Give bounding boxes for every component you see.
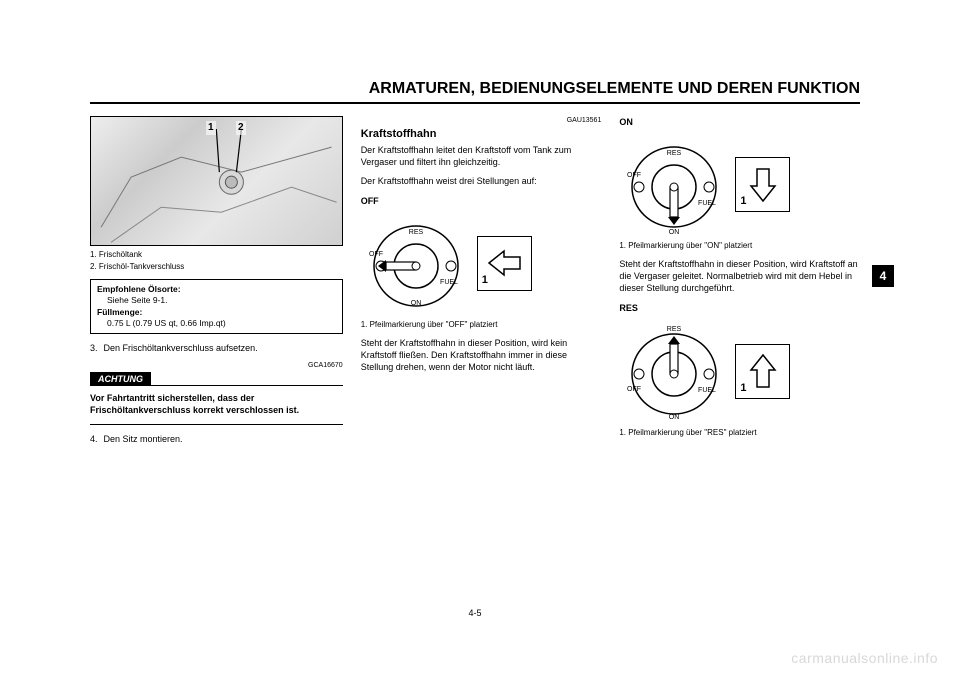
svg-text:FUEL: FUEL [698,387,716,394]
on-body-text: Steht der Kraftstoffhahn in dieser Posit… [619,258,860,294]
res-marker: 1 [740,381,746,396]
column-2: GAU13561 Kraftstoffhahn Der Kraftstoffha… [361,116,602,452]
spec-oil-label: Empfohlene Ölsorte: [97,284,336,295]
caption-2: 2. Frischöl-Tankverschluss [90,262,343,273]
section-rule [90,424,343,425]
arrow-down-icon [743,165,783,205]
content-columns: 1 2 1. Frischöltank 2. Frischöl-Tankvers… [90,116,860,452]
on-caption: 1. Pfeilmarkierung über "ON" platziert [619,241,860,252]
fuelcock-heading: Kraftstoffhahn [361,127,602,142]
lbl-on: ON [410,300,421,307]
achtung-text: Vor Fahrtantritt sicherstellen, dass der… [90,392,343,416]
res-arrow-box: 1 [735,344,790,399]
photo-sketch-icon [91,117,342,247]
off-caption: 1. Pfeilmarkierung über "OFF" platziert [361,320,602,331]
step-3-text: Den Frischöltankverschluss aufset­zen. [104,342,258,354]
photo-callout-2: 2 [236,121,246,135]
svg-text:RES: RES [667,326,682,333]
res-caption-text: 1. Pfeilmarkierung über "RES" platziert [619,428,860,439]
oil-tank-photo: 1 2 [90,116,343,246]
lbl-res: RES [408,229,423,236]
photo-callout-1: 1 [206,121,216,135]
column-3: ON RES ON OFF FUEL [619,116,860,452]
step-3: 3. Den Frischöltankverschluss aufset­zen… [90,342,343,354]
fuelcock-off-diagram: RES ON OFF FUEL 1 [361,211,602,316]
column-1: 1 2 1. Frischöltank 2. Frischöl-Tankvers… [90,116,343,452]
svg-text:ON: ON [669,229,680,236]
oil-spec-box: Empfohlene Ölsorte: Siehe Seite 9-1. Fül… [90,279,343,335]
spec-oil-value: Siehe Seite 9-1. [97,295,336,306]
arrow-up-icon [743,351,783,391]
step-4: 4. Den Sitz montieren. [90,433,343,445]
code-ref-1: GCA16670 [90,361,343,370]
svg-text:ON: ON [669,414,680,421]
fuelcock-res-diagram: RES ON OFF FUEL 1 [619,319,860,424]
on-marker: 1 [740,194,746,209]
off-caption-text: 1. Pfeilmarkierung über "OFF" platziert [361,320,602,331]
fuelcock-p1: Der Kraftstoffhahn leitet den Kraftstoff… [361,144,602,168]
lbl-fuel: FUEL [440,279,458,286]
watermark: carmanualsonline.info [791,650,938,666]
arrow-left-icon [484,243,524,283]
res-label: RES [619,302,860,314]
fuelcock-on-diagram: RES ON OFF FUEL 1 [619,132,860,237]
fuelcock-p2: Der Kraftstoffhahn weist drei Stellungen… [361,175,602,187]
fuelcock-off-icon: RES ON OFF FUEL [361,211,471,316]
on-caption-text: 1. Pfeilmarkierung über "ON" platziert [619,241,860,252]
fuelcock-on-icon: RES ON OFF FUEL [619,132,729,237]
svg-text:OFF: OFF [627,172,641,179]
caption-1: 1. Frischöltank [90,250,343,261]
svg-text:RES: RES [667,150,682,157]
step-4-text: Den Sitz montieren. [104,433,183,445]
off-label: OFF [361,195,602,207]
code-ref-2: GAU13561 [361,116,602,125]
fuelcock-res-icon: RES ON OFF FUEL [619,319,729,424]
page-number: 4-5 [90,608,860,618]
achtung-badge: ACHTUNG [90,372,151,386]
chapter-tab: 4 [872,265,894,287]
step-3-num: 3. [90,342,98,354]
on-arrow-box: 1 [735,157,790,212]
photo-caption-list: 1. Frischöltank 2. Frischöl-Tankverschlu… [90,250,343,273]
lbl-off: OFF [369,251,383,258]
spec-fill-value: 0.75 L (0.79 US qt, 0.66 Imp.qt) [97,318,336,329]
spec-fill-label: Füllmenge: [97,307,336,318]
step-4-num: 4. [90,433,98,445]
svg-text:OFF: OFF [627,386,641,393]
page-header-title: ARMATUREN, BEDIENUNGSELEMENTE UND DEREN … [90,80,860,104]
res-caption: 1. Pfeilmarkierung über "RES" platziert [619,428,860,439]
off-arrow-box: 1 [477,236,532,291]
off-marker: 1 [482,273,488,288]
off-body-text: Steht der Kraftstoffhahn in dieser Posit… [361,337,602,373]
manual-page: ARMATUREN, BEDIENUNGSELEMENTE UND DEREN … [90,80,860,620]
on-label: ON [619,116,860,128]
svg-text:FUEL: FUEL [698,200,716,207]
